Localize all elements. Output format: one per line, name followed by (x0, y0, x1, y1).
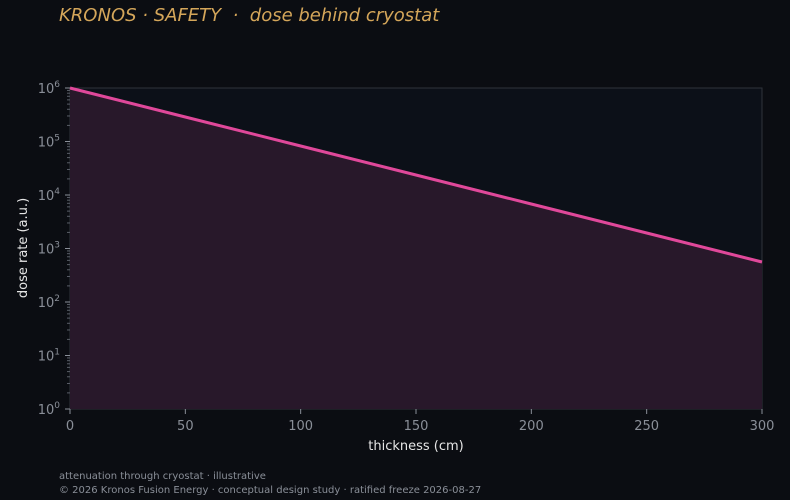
x-tick-label: 0 (66, 419, 74, 434)
y-tick-label: 100 (38, 401, 61, 418)
x-tick-label: 250 (634, 419, 659, 434)
x-tick-label: 300 (750, 419, 775, 434)
x-tick-label: 150 (404, 419, 429, 434)
x-tick-label: 50 (177, 419, 194, 434)
footer-copyright: © 2026 Kronos Fusion Energy · conceptual… (59, 485, 482, 496)
y-tick-label: 103 (38, 241, 60, 258)
y-tick-label: 105 (38, 134, 60, 151)
y-tick-label: 106 (38, 80, 61, 97)
x-tick-label: 100 (288, 419, 313, 434)
chart-title: KRONOS · SAFETY · dose behind cryostat (59, 5, 440, 26)
footer-note: attenuation through cryostat · illustrat… (59, 471, 266, 482)
dose-area-fill (70, 88, 762, 409)
y-axis-label: dose rate (a.u.) (16, 198, 31, 298)
y-tick-label: 102 (38, 294, 60, 311)
x-tick-label: 200 (519, 419, 544, 434)
y-tick-label: 101 (38, 348, 60, 365)
dose-series-line (69, 86, 763, 264)
y-tick-label: 104 (38, 187, 61, 204)
x-axis-label: thickness (cm) (368, 439, 464, 454)
